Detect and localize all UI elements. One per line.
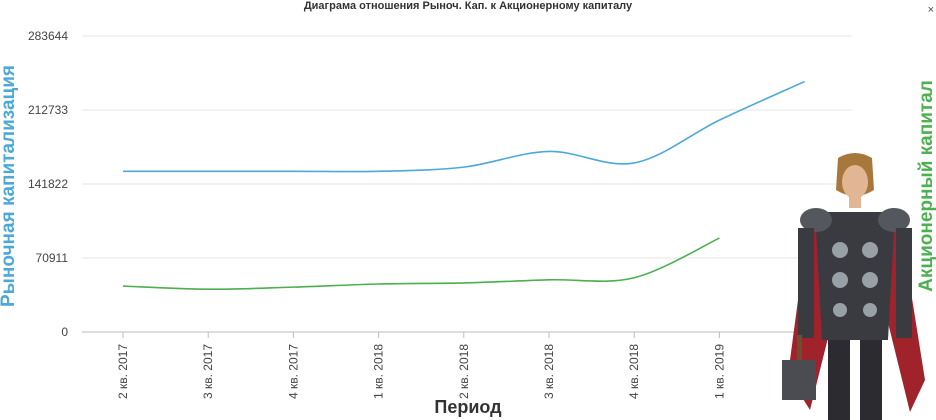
y-tick-label: 0 bbox=[61, 325, 68, 339]
x-axis-label: Период bbox=[434, 397, 502, 417]
x-tick-label: 3 кв. 2017 bbox=[201, 344, 215, 399]
thor-figure-icon bbox=[782, 153, 925, 420]
x-tick-label: 1 кв. 2019 bbox=[712, 344, 726, 399]
y-tick-label: 70911 bbox=[36, 251, 69, 265]
y-tick-label: 212733 bbox=[28, 103, 68, 117]
close-icon[interactable]: × bbox=[927, 4, 934, 16]
y-tick-label: 141822 bbox=[28, 177, 68, 191]
x-tick-label: 3 кв. 2018 bbox=[542, 344, 556, 399]
x-tick-label: 2 кв. 2017 bbox=[116, 344, 130, 399]
market-cap-line bbox=[122, 80, 805, 173]
equity-line bbox=[122, 237, 720, 291]
x-tick-label: 4 кв. 2017 bbox=[286, 344, 300, 399]
x-tick-label: 1 кв. 2018 bbox=[372, 344, 386, 399]
x-tick-label: 4 кв. 2018 bbox=[627, 344, 641, 399]
chart-title: Диаграма отношения Рыноч. Кап. к Акционе… bbox=[303, 0, 633, 12]
y-tick-label: 283644 bbox=[28, 29, 68, 43]
x-tick-label: 2 кв. 2018 bbox=[457, 344, 471, 399]
